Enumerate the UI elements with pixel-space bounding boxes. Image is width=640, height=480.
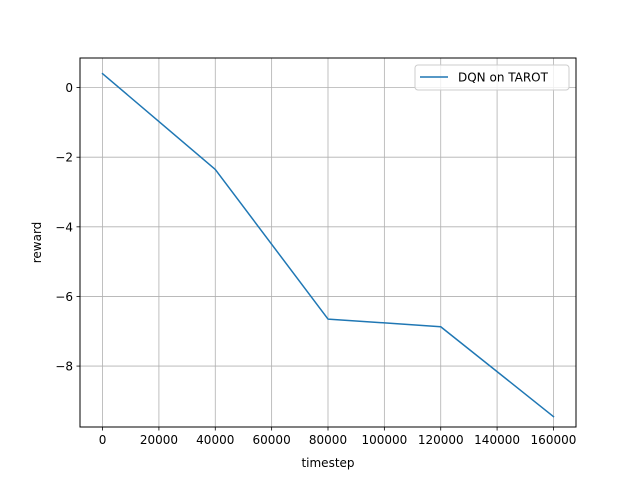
legend-label: DQN on TAROT	[458, 71, 549, 85]
y-axis-label: reward	[30, 222, 44, 264]
legend: DQN on TAROT	[414, 64, 570, 91]
series-layer	[101, 72, 555, 418]
x-tick-label: 80000	[309, 433, 347, 447]
x-tick-label: 140000	[474, 433, 520, 447]
y-tick-label: −8	[55, 360, 73, 374]
x-tick-label: 0	[99, 433, 107, 447]
y-tick-label: −6	[55, 290, 73, 304]
legend-box	[414, 64, 570, 91]
ticks: 0 20000 40000 60000 80000 100000 120000 140000 1…	[55, 81, 576, 447]
x-tick-label: 120000	[418, 433, 464, 447]
series-line-0	[101, 72, 555, 418]
x-tick-label: 40000	[196, 433, 234, 447]
x-tick-label: 20000	[140, 433, 178, 447]
y-tick-label: −4	[55, 220, 73, 234]
x-axis-label: timestep	[301, 456, 354, 470]
x-tick-label: 60000	[253, 433, 291, 447]
y-tick-label: 0	[65, 81, 73, 95]
x-tick-label: 100000	[361, 433, 407, 447]
y-tick-label: −2	[55, 151, 73, 165]
x-tick-label: 160000	[531, 433, 577, 447]
